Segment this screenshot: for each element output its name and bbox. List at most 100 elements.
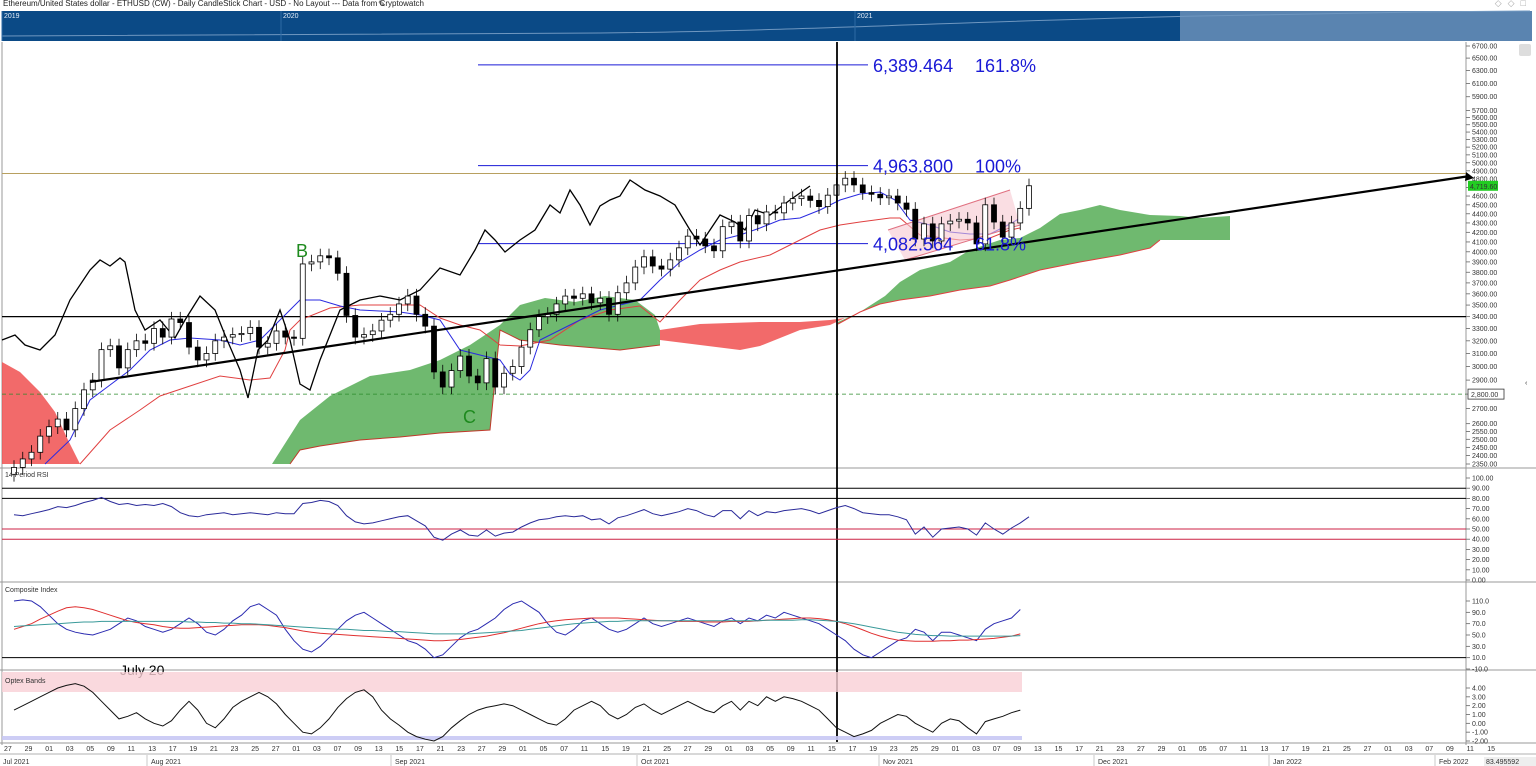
- candle-body: [19, 458, 26, 468]
- hline-price-value: 2,800.00: [1471, 392, 1498, 399]
- composite-series-line: [13, 619, 1021, 637]
- candle-body: [483, 358, 490, 384]
- candle: [816, 193, 822, 214]
- candle-body: [124, 349, 131, 369]
- current-price-value: 4,719.60: [1470, 184, 1497, 191]
- x-day-label: 19: [869, 746, 877, 753]
- x-day-label: 01: [1178, 746, 1186, 753]
- composite-axis-label: 110.0: [1472, 599, 1489, 606]
- x-day-label: 15: [828, 746, 836, 753]
- candle: [142, 333, 149, 351]
- bull-cloud-right: [838, 205, 1230, 324]
- candle: [387, 307, 394, 328]
- window-controls[interactable]: ◇◇□: [1494, 0, 1532, 8]
- candle: [186, 315, 192, 355]
- candle-body: [273, 330, 280, 344]
- candle-body: [308, 261, 315, 265]
- x-day-label: 17: [169, 746, 177, 753]
- candle: [151, 321, 157, 351]
- edit-pencil-icon[interactable]: ✎: [378, 0, 386, 9]
- candle-body: [343, 272, 350, 316]
- candle-body: [781, 202, 787, 214]
- candle: [702, 231, 709, 254]
- composite-axis-label: 10.0: [1472, 655, 1486, 662]
- candle-body: [632, 266, 639, 284]
- navigator-selection: [1180, 11, 1532, 41]
- candle-body: [492, 358, 499, 388]
- rsi-axis-label: 10.00: [1472, 567, 1490, 574]
- x-month-label: Feb 2022: [1439, 759, 1469, 766]
- candle: [737, 214, 744, 249]
- candle-body: [676, 247, 682, 261]
- candle-body: [579, 293, 586, 299]
- candle: [684, 229, 691, 256]
- candle: [124, 342, 131, 376]
- price-axis-label: 2900.00: [1472, 378, 1497, 385]
- x-day-label: 07: [1425, 746, 1433, 753]
- x-day-label: 27: [1364, 746, 1372, 753]
- candle: [46, 419, 52, 444]
- navigator-year-label: 2020: [283, 13, 299, 20]
- candle: [973, 215, 980, 252]
- rsi-line: [13, 496, 1030, 541]
- x-day-label: 09: [107, 746, 115, 753]
- optex-lower-band: [2, 736, 1022, 740]
- x-day-label: 01: [952, 746, 960, 753]
- candle: [159, 321, 166, 345]
- candle-body: [439, 371, 446, 388]
- x-day-label: 19: [189, 746, 197, 753]
- candle-body: [807, 195, 814, 201]
- candle: [868, 185, 875, 202]
- x-day-label: 13: [375, 746, 383, 753]
- x-day-label: 29: [1158, 746, 1166, 753]
- rsi-axis-label: 60.00: [1472, 516, 1490, 523]
- price-axis-label: 6100.00: [1472, 81, 1497, 88]
- candle-body: [859, 184, 866, 193]
- candle-body: [474, 375, 481, 384]
- candle-body: [107, 345, 114, 351]
- price-axis-label: 2450.00: [1472, 445, 1497, 452]
- candle: [133, 333, 140, 357]
- optex-pane-title: Optex Bands: [5, 678, 46, 685]
- rsi-axis-label: 80.00: [1472, 496, 1490, 503]
- price-axis-label: 3400.00: [1472, 314, 1497, 321]
- candle: [921, 216, 927, 247]
- candle: [562, 288, 569, 312]
- candle: [308, 254, 315, 272]
- x-day-label: 25: [910, 746, 918, 753]
- candle-body: [641, 256, 647, 268]
- candle: [798, 188, 805, 206]
- price-axis-label: 4300.00: [1472, 220, 1497, 227]
- x-day-label: 13: [1261, 746, 1269, 753]
- x-day-label: 09: [354, 746, 362, 753]
- price-axis-label: 2600.00: [1472, 421, 1497, 428]
- navigator-line: [1, 10, 1531, 37]
- price-pane: 2350.00 2400.002450.002500.002550.002600.…: [1, 44, 1531, 482]
- composite-series-line: [13, 606, 1021, 642]
- x-day-label: 09: [1446, 746, 1454, 753]
- candle: [404, 288, 411, 312]
- candle: [54, 411, 61, 434]
- corner-readout-bg: [1484, 757, 1536, 766]
- candle: [746, 208, 752, 249]
- x-day-label: 27: [272, 746, 280, 753]
- candle-body: [938, 223, 945, 242]
- navigator-year-label: 2021: [857, 13, 873, 20]
- candle: [728, 214, 735, 234]
- candle-body: [317, 255, 324, 263]
- price-axis-label: 5500.00: [1472, 122, 1497, 129]
- candle-body: [606, 297, 612, 315]
- price-axis-label: 5100.00: [1472, 152, 1497, 159]
- candle-body: [142, 340, 149, 344]
- x-day-label: 23: [457, 746, 465, 753]
- title-bar: Ethereum/United States dollar - ETHUSD (…: [0, 0, 1536, 10]
- candle: [763, 204, 770, 232]
- price-axis-label: 3300.00: [1472, 326, 1497, 333]
- price-axis-label: 2350.00: [1472, 462, 1497, 469]
- x-day-label: 29: [498, 746, 506, 753]
- price-axis-label: 3800.00: [1472, 270, 1497, 277]
- navigator-strip: 2019 2020 2021: [1, 10, 1532, 41]
- candle-body: [326, 255, 332, 259]
- candle-body: [964, 218, 971, 224]
